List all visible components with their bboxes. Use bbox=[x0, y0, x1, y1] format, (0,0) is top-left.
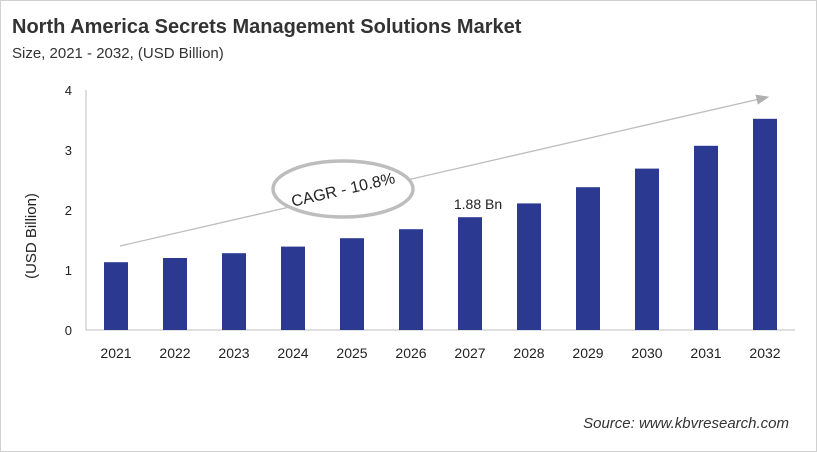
x-tick-label: 2023 bbox=[218, 345, 249, 361]
x-tick-label: 2029 bbox=[572, 345, 603, 361]
y-tick-label: 3 bbox=[65, 143, 72, 158]
bar-2031 bbox=[694, 145, 718, 330]
bar-2027 bbox=[458, 217, 482, 330]
bar-2028 bbox=[517, 203, 541, 330]
x-tick-label: 2024 bbox=[277, 345, 308, 361]
bar-2023 bbox=[222, 253, 246, 330]
y-tick-label: 1 bbox=[65, 263, 72, 278]
bar-2029 bbox=[576, 187, 600, 330]
bar-2021 bbox=[104, 262, 128, 330]
bar-2024 bbox=[281, 246, 305, 330]
x-tick-label: 2026 bbox=[395, 345, 426, 361]
x-tick-label: 2031 bbox=[690, 345, 721, 361]
chart-title: North America Secrets Management Solutio… bbox=[12, 16, 522, 38]
cagr-ellipse bbox=[271, 159, 415, 219]
chart-subtitle: Size, 2021 - 2032, (USD Billion) bbox=[12, 45, 224, 62]
bar-2026 bbox=[399, 229, 423, 330]
x-tick-label: 2021 bbox=[100, 345, 131, 361]
data-label: 1.88 Bn bbox=[454, 196, 502, 212]
y-axis-label: (USD Billion) bbox=[23, 193, 40, 279]
bar-2032 bbox=[753, 118, 777, 330]
trend-arrow bbox=[119, 94, 770, 247]
y-tick-label: 2 bbox=[65, 203, 72, 218]
y-tick-label: 0 bbox=[65, 323, 72, 338]
bar-2030 bbox=[635, 168, 659, 330]
bar-2025 bbox=[340, 238, 364, 330]
x-tick-label: 2027 bbox=[454, 345, 485, 361]
bar-2022 bbox=[163, 258, 187, 330]
x-tick-label: 2028 bbox=[513, 345, 544, 361]
y-tick-label: 4 bbox=[65, 83, 72, 98]
x-tick-label: 2025 bbox=[336, 345, 367, 361]
x-tick-label: 2022 bbox=[159, 345, 190, 361]
x-tick-label: 2030 bbox=[631, 345, 662, 361]
source-text: Source: www.kbvresearch.com bbox=[583, 415, 789, 432]
x-tick-label: 2032 bbox=[749, 345, 780, 361]
